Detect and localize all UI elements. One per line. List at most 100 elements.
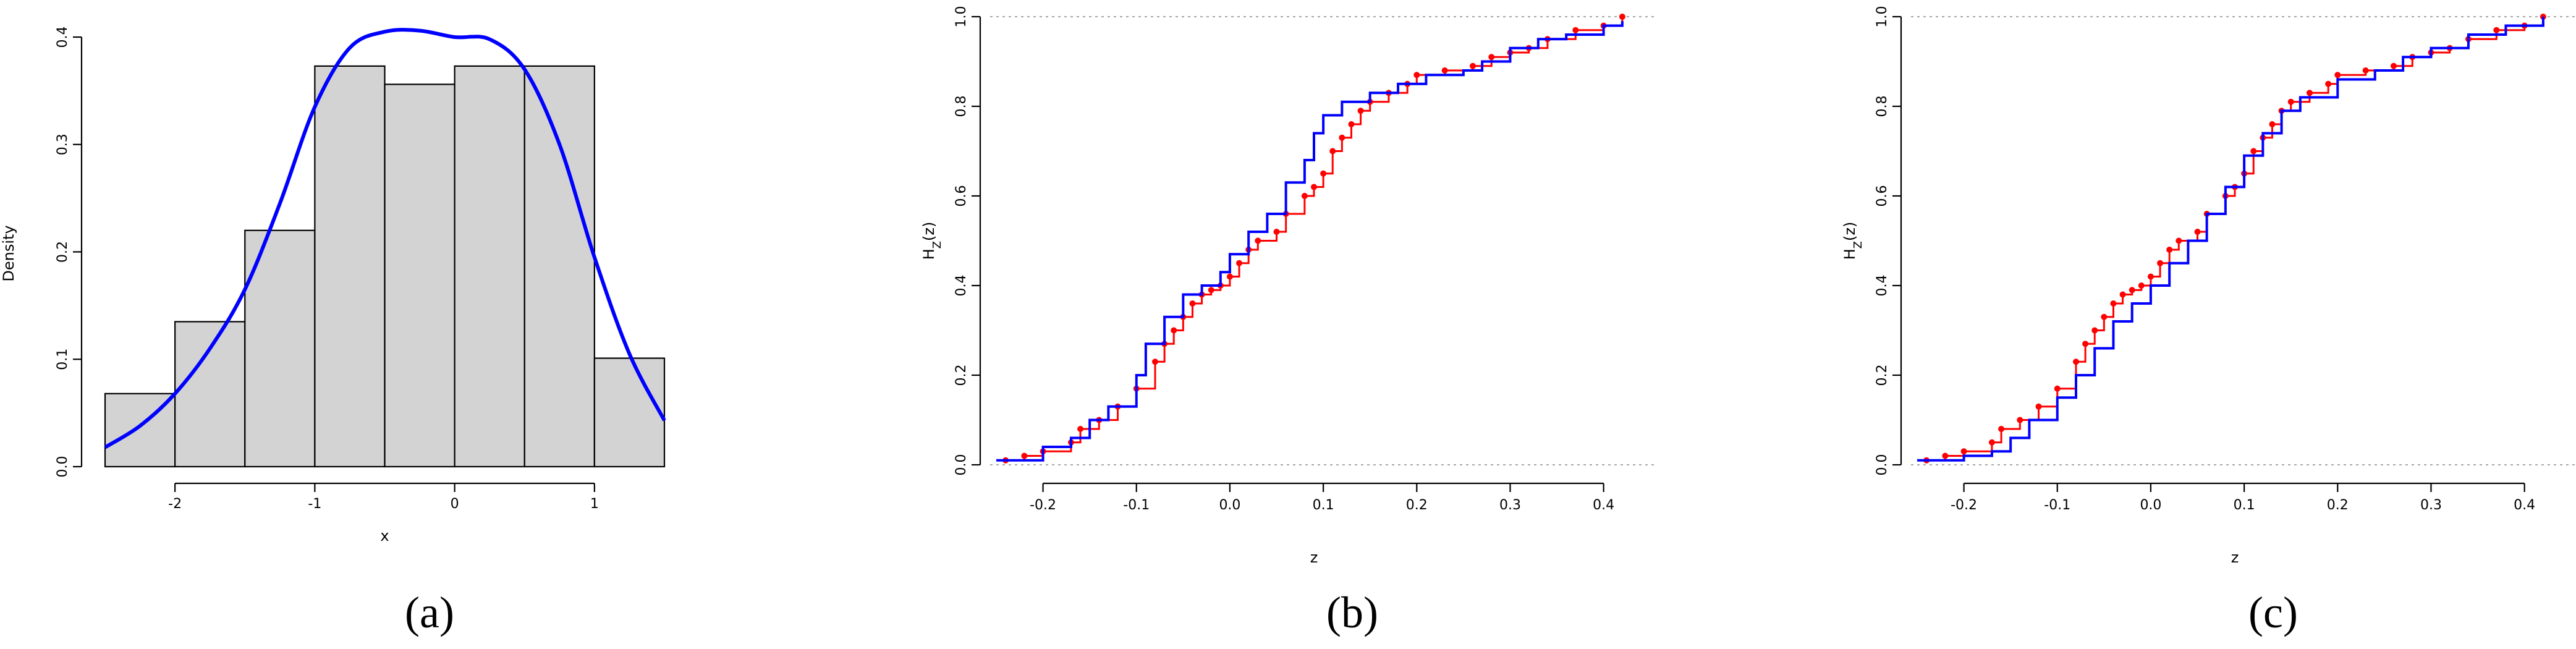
empirical-cdf-point bbox=[1236, 260, 1243, 266]
empirical-cdf-point bbox=[2362, 67, 2369, 74]
histogram-panel: 0.0 0.1 0.2 0.3 0.4 -2 -1 0 1 x Density bbox=[0, 27, 666, 545]
histogram-bar bbox=[314, 65, 386, 468]
empirical-cdf-point bbox=[1077, 426, 1084, 432]
empirical-cdf-point bbox=[2306, 90, 2313, 96]
y-tick-label: 0.2 bbox=[55, 241, 70, 263]
empirical-cdf-point bbox=[1357, 108, 1364, 114]
empirical-cdf-point bbox=[2110, 300, 2117, 307]
empirical-cdf-point bbox=[1021, 452, 1028, 459]
cdf-panel-b: 0.0 0.2 0.4 0.6 0.8 1.0 -0.2 -0.1 0.0 0.1 0.2 0.3 0.… bbox=[920, 6, 1656, 566]
x-tick-label: 0.4 bbox=[2514, 498, 2535, 513]
empirical-cdf-point bbox=[1171, 327, 1177, 334]
y-axis-label-part: Z bbox=[1852, 241, 1865, 248]
x-tick-label: 1 bbox=[590, 496, 599, 512]
empirical-cdf-point bbox=[1311, 184, 1317, 190]
density-curve bbox=[104, 28, 666, 449]
empirical-cdf-point bbox=[2176, 237, 2182, 244]
empirical-cdf-point bbox=[2073, 358, 2079, 365]
histogram-bar bbox=[523, 65, 595, 468]
x-tick-label: 0 bbox=[451, 496, 459, 512]
empirical-cdf-point bbox=[1470, 62, 1476, 69]
empirical-cdf-point bbox=[2166, 247, 2173, 253]
y-axis-label-part: H bbox=[1841, 248, 1858, 260]
empirical-cdf-point bbox=[1152, 358, 1158, 365]
empirical-cdf-point bbox=[2287, 98, 2294, 105]
empirical-cdf-point bbox=[2054, 385, 2061, 392]
empirical-cdf-point bbox=[2493, 27, 2500, 33]
x-tick-label: -0.2 bbox=[1030, 498, 1056, 513]
y-tick-label: 0.8 bbox=[1875, 96, 1890, 117]
empirical-cdf-point bbox=[1329, 148, 1336, 155]
empirical-cdf-point bbox=[1255, 237, 1261, 244]
y-axis-label: HZ(z) bbox=[1841, 222, 1865, 260]
empirical-cdf-point bbox=[2138, 282, 2145, 289]
x-tick-label: 0.4 bbox=[1593, 498, 1614, 513]
empirical-cdf-point bbox=[1942, 452, 1949, 459]
empirical-cdf-point bbox=[1320, 170, 1327, 177]
x-tick-label: -2 bbox=[168, 496, 182, 512]
x-tick-label: 0.1 bbox=[2234, 498, 2255, 513]
empirical-cdf-point bbox=[1960, 448, 1967, 455]
empirical-cdf-point bbox=[1988, 439, 1995, 446]
empirical-cdf-point bbox=[2250, 148, 2257, 155]
y-axis-label-part: (z) bbox=[920, 222, 938, 241]
empirical-cdf-point bbox=[2017, 417, 2023, 423]
empirical-cdf-point bbox=[1273, 229, 1280, 235]
y-tick-label: 0.8 bbox=[954, 96, 969, 117]
empirical-cdf-point bbox=[2119, 291, 2126, 298]
y-tick-label: 0.4 bbox=[954, 275, 969, 297]
y-tick-label: 0.0 bbox=[954, 454, 969, 476]
y-tick-label: 0.1 bbox=[55, 349, 70, 370]
empirical-cdf-point bbox=[2082, 341, 2089, 347]
fitted-cdf-line bbox=[1917, 17, 2544, 462]
empirical-cdf-point bbox=[1189, 300, 1196, 307]
x-tick-label: -0.2 bbox=[1951, 498, 1977, 513]
empirical-cdf-line bbox=[1006, 17, 1624, 462]
y-tick-label: 0.2 bbox=[954, 365, 969, 386]
reference-lines bbox=[1911, 16, 2576, 465]
y-axis-label-part: (z) bbox=[1841, 222, 1858, 241]
cdf-axes-c: 0.0 0.2 0.4 0.6 0.8 1.0 -0.2 -0.1 0.0 0.1 0.2 0.3 0.… bbox=[1875, 6, 2535, 514]
x-tick-label: -0.1 bbox=[1123, 498, 1150, 513]
histogram-bar bbox=[174, 321, 246, 468]
x-tick-label: 0.1 bbox=[1313, 498, 1334, 513]
x-tick-label: 0.2 bbox=[1406, 498, 1428, 513]
empirical-cdf-points bbox=[1923, 14, 2546, 464]
x-tick-label: -0.1 bbox=[2044, 498, 2070, 513]
y-tick-label: 0.4 bbox=[55, 27, 70, 48]
y-axis-label-part: Z bbox=[931, 241, 944, 248]
y-tick-label: 0.4 bbox=[1875, 275, 1890, 297]
empirical-cdf-point bbox=[1348, 121, 1355, 127]
empirical-cdf-point bbox=[1208, 287, 1214, 294]
empirical-cdf-point bbox=[2325, 80, 2332, 87]
panel-label-c: (c) bbox=[2248, 588, 2298, 637]
empirical-cdf-point bbox=[2035, 403, 2042, 410]
y-tick-label: 0.3 bbox=[55, 134, 70, 155]
x-tick-label: 0.0 bbox=[1219, 498, 1240, 513]
empirical-cdf-point bbox=[1488, 54, 1495, 61]
empirical-cdf-point bbox=[2391, 62, 2397, 69]
x-tick-label: 0.3 bbox=[2420, 498, 2442, 513]
histogram-bar bbox=[244, 229, 316, 468]
y-tick-label: 0.0 bbox=[1875, 454, 1890, 476]
panel-label-b: (b) bbox=[1326, 588, 1378, 637]
x-tick-label: 0.2 bbox=[2327, 498, 2349, 513]
y-tick-label: 0.2 bbox=[1875, 365, 1890, 386]
x-tick-label: 0.3 bbox=[1499, 498, 1521, 513]
cdf-axes-b: 0.0 0.2 0.4 0.6 0.8 1.0 -0.2 -0.1 0.0 0.1 0.2 0.3 0.… bbox=[954, 6, 1614, 514]
x-axis-label: z bbox=[2231, 549, 2239, 566]
histogram-axes: 0.0 0.1 0.2 0.3 0.4 -2 -1 0 1 bbox=[55, 27, 599, 512]
empirical-cdf-point bbox=[1619, 14, 1625, 20]
y-tick-label: 0.6 bbox=[1875, 185, 1890, 207]
empirical-cdf-point bbox=[2129, 287, 2135, 294]
empirical-cdf-point bbox=[2194, 229, 2201, 235]
cdf-panel-c: 0.0 0.2 0.4 0.6 0.8 1.0 -0.2 -0.1 0.0 0.1 0.2 0.3 0.… bbox=[1841, 6, 2576, 566]
y-axis-label: Density bbox=[0, 225, 17, 281]
y-axis-label-part: H bbox=[920, 248, 938, 260]
empirical-cdf-points bbox=[1002, 14, 1625, 464]
empirical-cdf-point bbox=[2334, 72, 2341, 78]
fitted-cdf-line bbox=[996, 21, 1624, 462]
histogram-bar bbox=[454, 65, 525, 468]
empirical-cdf-point bbox=[1441, 67, 1448, 74]
